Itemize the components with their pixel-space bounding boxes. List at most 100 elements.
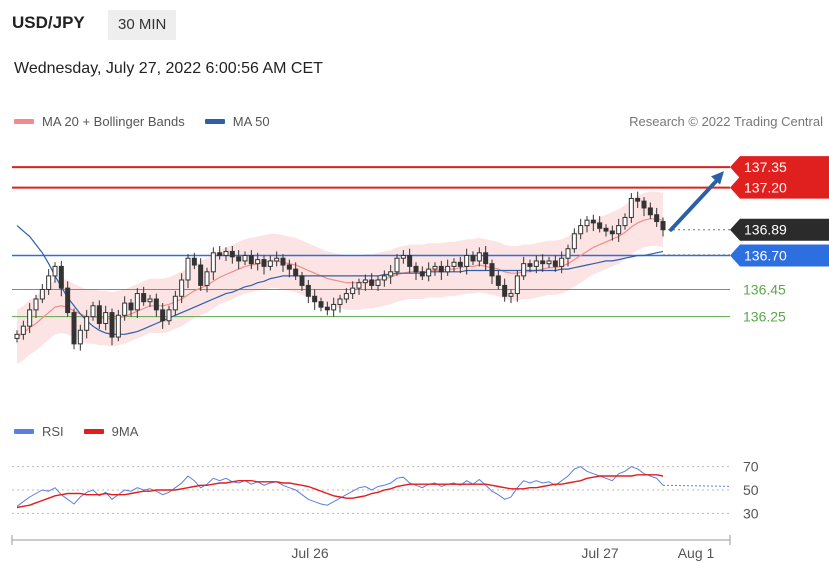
candle-body xyxy=(362,279,368,284)
research-credit: Research © 2022 Trading Central xyxy=(629,114,823,129)
candle-body xyxy=(502,284,508,297)
chart-header: USD/JPY 30 MIN xyxy=(0,0,829,48)
candle-body xyxy=(115,314,121,338)
rsi-line xyxy=(16,466,664,507)
projection-arrowhead-icon xyxy=(711,171,724,185)
candle-body xyxy=(134,293,140,311)
candle-body xyxy=(552,260,558,267)
legend-swatch-icon xyxy=(204,119,225,124)
candle-body xyxy=(647,207,653,216)
candle-body xyxy=(603,227,609,232)
candle-body xyxy=(191,257,197,266)
candle-body xyxy=(597,222,603,229)
level-tag-136.70 xyxy=(730,244,829,267)
candle-body xyxy=(622,216,628,227)
candle-body xyxy=(141,293,147,303)
candle-body xyxy=(33,298,39,311)
candle-body xyxy=(46,275,52,290)
candle-body xyxy=(217,252,223,257)
candle-body xyxy=(210,252,216,273)
candle-body xyxy=(407,255,413,267)
candle-body xyxy=(331,303,337,311)
candle-body xyxy=(242,255,248,262)
candle-body xyxy=(122,302,128,316)
candle-body xyxy=(400,255,406,259)
candle-body xyxy=(590,219,596,224)
candle-body xyxy=(280,257,286,266)
legend-swatch-icon xyxy=(83,429,104,434)
candle-body xyxy=(438,265,444,273)
candle-body xyxy=(172,295,178,311)
legend-label: MA 20 + Bollinger Bands xyxy=(42,114,185,129)
legend-item-rsi: RSI xyxy=(14,424,64,439)
candle-body xyxy=(179,279,185,297)
candle-body xyxy=(388,271,394,277)
candle-body xyxy=(609,230,615,235)
candle-body xyxy=(324,306,330,311)
level-tag-137.20 xyxy=(730,176,829,199)
candle-body xyxy=(77,329,83,345)
candle-body xyxy=(432,265,438,270)
candle-body xyxy=(160,309,166,322)
candle-body xyxy=(14,333,20,339)
rsi-9ma-line xyxy=(16,474,664,509)
candle-body xyxy=(470,255,476,262)
candle-body xyxy=(27,309,33,327)
legend-item-ma50: MA 50 xyxy=(204,114,270,129)
candle-body xyxy=(426,268,432,277)
candle-body xyxy=(489,263,495,277)
candle-body xyxy=(571,233,577,250)
candle-body xyxy=(52,265,58,277)
candle-body xyxy=(546,260,552,265)
rsi-tick-label: 70 xyxy=(743,459,759,475)
candle-body xyxy=(654,214,660,223)
candle-body xyxy=(312,295,318,303)
candle-body xyxy=(495,275,501,286)
candle-body xyxy=(540,260,546,265)
x-tick-label: Jul 26 xyxy=(291,545,329,561)
x-tick-label: Aug 1 xyxy=(678,545,715,561)
candle-body xyxy=(343,293,349,300)
legend-swatch-icon xyxy=(14,429,34,434)
candle-body xyxy=(223,250,229,257)
candle-body xyxy=(274,257,280,262)
projection-arrow xyxy=(669,177,720,232)
candle-body xyxy=(369,279,375,286)
candle-body xyxy=(451,261,457,267)
candle-body xyxy=(394,257,400,273)
candle-body xyxy=(305,284,311,297)
rsi-tick-label: 30 xyxy=(743,505,759,521)
candle-body xyxy=(483,252,489,265)
candle-body xyxy=(229,250,235,258)
candle-body xyxy=(350,287,356,295)
level-tag-137.35 xyxy=(730,156,829,179)
legend-item-9ma: 9MA xyxy=(83,424,138,439)
candle-body xyxy=(96,305,102,324)
candle-body xyxy=(204,271,210,286)
candle-body xyxy=(565,248,571,259)
bollinger-band xyxy=(17,191,663,365)
candle-body xyxy=(457,261,463,267)
legend-item-ma20: MA 20 + Bollinger Bands xyxy=(14,114,185,129)
candle-body xyxy=(103,312,109,324)
candle-body xyxy=(293,268,299,277)
symbol-title: USD/JPY xyxy=(12,13,85,32)
candle-body xyxy=(236,256,242,262)
candle-body xyxy=(628,197,634,218)
timeframe-selector[interactable]: 30 MIN xyxy=(108,10,177,40)
candle-body xyxy=(464,255,470,267)
x-tick-label: Jul 27 xyxy=(581,545,619,561)
candle-body xyxy=(660,221,666,231)
level-label-136.25: 136.25 xyxy=(743,309,786,325)
candles xyxy=(14,191,666,351)
candle-body xyxy=(318,301,324,308)
legend-label: RSI xyxy=(42,424,64,439)
candle-body xyxy=(635,197,641,202)
candle-body xyxy=(559,257,565,267)
candle-body xyxy=(20,325,26,335)
candle-body xyxy=(476,252,482,262)
candle-body xyxy=(641,200,647,209)
price-legend: MA 20 + Bollinger Bands MA 50 xyxy=(14,114,290,129)
timestamp: Wednesday, July 27, 2022 6:00:56 AM CET xyxy=(14,60,323,77)
